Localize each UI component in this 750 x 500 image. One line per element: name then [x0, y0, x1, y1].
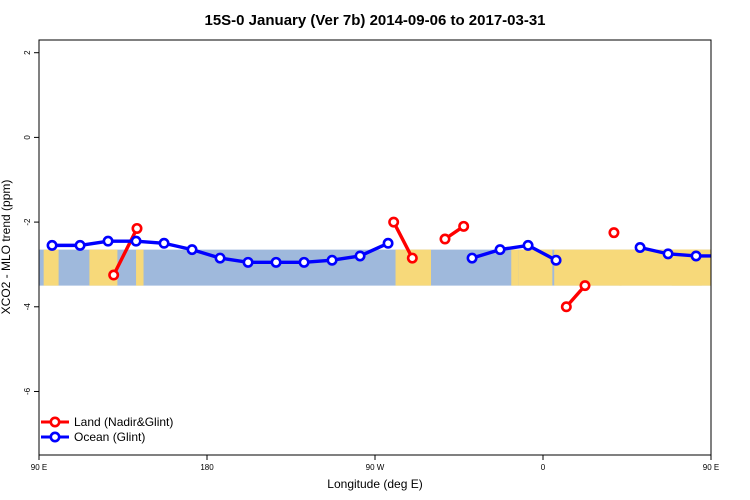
y-tick-label-1: 0: [23, 135, 32, 140]
legend: Land (Nadir&Glint) Ocean (Glint): [41, 415, 173, 444]
ocean-point-11: [354, 250, 366, 262]
land-point-5: [458, 220, 470, 232]
ocean-point-15: [522, 239, 534, 251]
ocean-point-4: [158, 237, 170, 249]
x-tick-label-2: 90 W: [366, 463, 385, 472]
map-band: [39, 249, 711, 286]
ocean-point-1: [74, 239, 86, 251]
legend-land-marker: [49, 416, 61, 428]
ocean-point-3: [130, 235, 142, 247]
land-mass-4: [511, 249, 519, 286]
ocean-point-6: [214, 252, 226, 264]
land-point-6: [560, 301, 572, 313]
land-point-1: [131, 222, 143, 234]
series-layer: [46, 216, 728, 313]
ocean-point-19: [690, 250, 702, 262]
legend-ocean-label: Ocean (Glint): [74, 430, 145, 444]
ocean-point-18: [662, 248, 674, 260]
y-tick-label-4: -6: [23, 387, 32, 395]
land-series-line-1: [391, 220, 415, 260]
x-tick-label-1: 180: [200, 463, 214, 472]
land-point-8: [608, 227, 620, 239]
land-mass-0: [43, 249, 59, 286]
ocean-point-13: [466, 252, 478, 264]
land-series-line-0: [111, 226, 139, 277]
land-mass-6: [554, 249, 622, 286]
land-point-4: [439, 233, 451, 245]
land-mass-2: [136, 249, 144, 286]
ocean-point-17: [634, 242, 646, 254]
ocean-point-10: [326, 254, 338, 266]
ocean-point-5: [186, 244, 198, 256]
ocean-point-14: [494, 244, 506, 256]
y-axis-label: XCO2 - MLO trend (ppm): [0, 180, 13, 315]
x-tick-label-4: 90 E: [703, 463, 719, 472]
land-point-2: [388, 216, 400, 228]
ocean-point-8: [270, 256, 282, 268]
land-point-3: [406, 252, 418, 264]
ocean-point-16: [550, 254, 562, 266]
chart-title: 15S-0 January (Ver 7b) 2014-09-06 to 201…: [204, 12, 545, 29]
legend-ocean-marker: [49, 431, 61, 443]
ocean-series-line-2: [638, 245, 711, 258]
y-tick-label-2: -2: [23, 218, 32, 226]
ocean-point-12: [382, 237, 394, 249]
ocean-point-2: [102, 235, 114, 247]
x-tick-label-0: 90 E: [31, 463, 47, 472]
land-point-7: [579, 280, 591, 292]
y-tick-label-0: 2: [23, 50, 32, 55]
land-point-0: [108, 269, 120, 281]
ocean-point-9: [298, 256, 310, 268]
ocean-point-20: [720, 252, 728, 260]
ocean-point-7: [242, 256, 254, 268]
legend-land-label: Land (Nadir&Glint): [74, 415, 173, 429]
x-axis: 90 E 180 90 W 0 90 E: [31, 455, 719, 472]
y-axis: 2 0 -2 -4 -6: [23, 50, 39, 395]
ocean-point-0: [46, 239, 58, 251]
x-axis-label: Longitude (deg E): [327, 477, 422, 491]
ocean-series-line-1: [470, 243, 558, 262]
y-tick-label-3: -4: [23, 303, 32, 311]
x-tick-label-3: 0: [541, 463, 546, 472]
